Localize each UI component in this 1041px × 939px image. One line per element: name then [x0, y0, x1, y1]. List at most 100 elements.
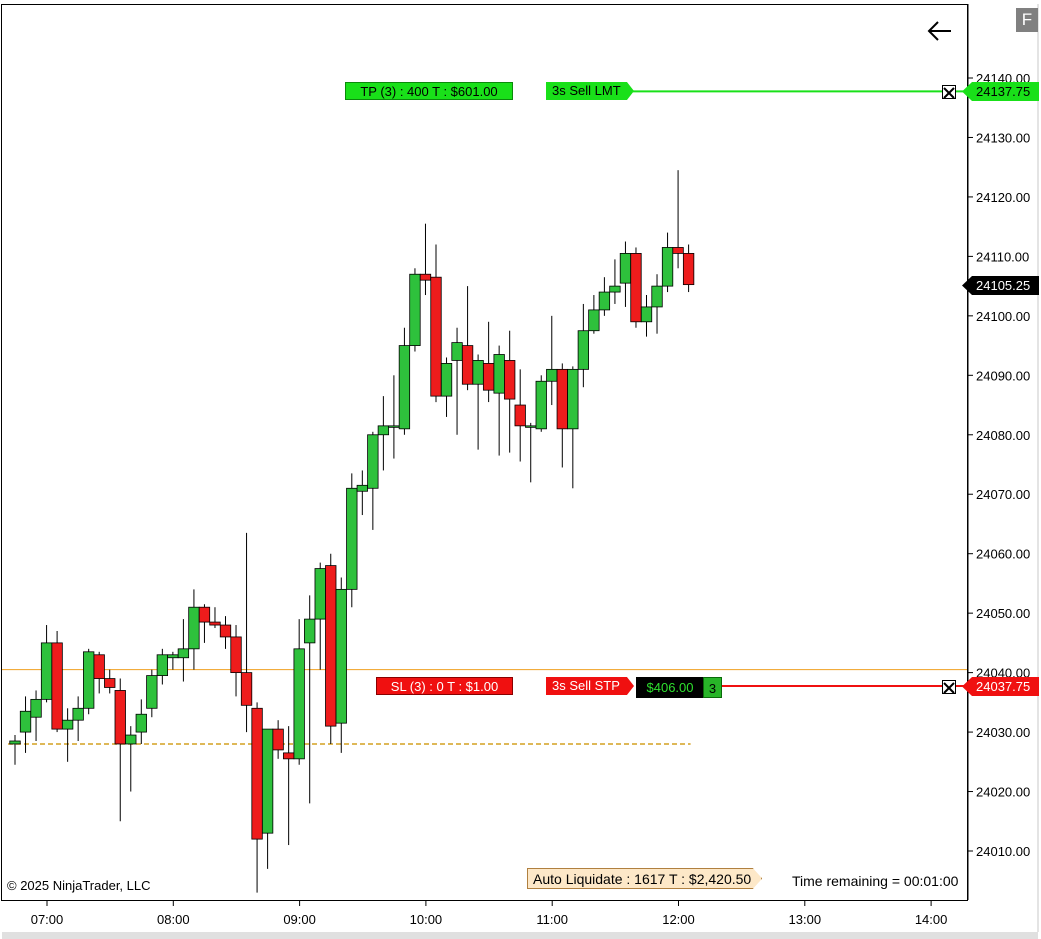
candle-body	[156, 654, 169, 676]
candle	[325, 553, 337, 744]
candle-body	[198, 606, 211, 623]
candle-body	[356, 484, 368, 492]
candle-body	[325, 565, 337, 727]
cancel-sl-order-close-icon[interactable]	[942, 680, 956, 694]
candle-body	[440, 363, 453, 397]
f-button[interactable]: F	[1016, 8, 1038, 32]
price-tick-label: 24090.00	[976, 368, 1030, 383]
candle-body	[51, 642, 63, 730]
candle	[577, 303, 589, 388]
candle	[651, 274, 663, 334]
candle	[514, 369, 526, 462]
candle	[409, 268, 421, 352]
candle	[504, 330, 516, 453]
candle	[609, 259, 621, 304]
candle-body	[219, 624, 232, 638]
candle-body	[282, 752, 295, 760]
time-axis: 07:00 08:00 09:00 10:00 11:00 12:00 13:00 14:00	[31, 900, 948, 927]
candle	[346, 473, 358, 608]
candles	[9, 170, 695, 893]
candle-body	[314, 568, 326, 620]
candle	[682, 244, 695, 293]
candle	[188, 589, 200, 670]
candle	[135, 699, 147, 744]
candle-body	[535, 380, 547, 430]
candle-body	[630, 253, 642, 323]
candle	[114, 678, 126, 822]
price-tick-label: 24060.00	[976, 547, 1030, 562]
candle	[72, 696, 84, 741]
candle-body	[104, 678, 116, 688]
candle	[630, 247, 642, 328]
candle	[209, 607, 221, 629]
candle	[377, 396, 390, 471]
time-tick-label: 12:00	[662, 912, 695, 927]
candle-body	[482, 363, 495, 391]
candle	[430, 244, 442, 403]
candle	[261, 728, 274, 869]
sl-order-tag[interactable]: 3s Sell STP	[546, 677, 634, 695]
candle-body	[125, 734, 137, 745]
candle-body	[335, 588, 347, 724]
take-profit-label[interactable]: TP (3) : 400 T : $601.00	[345, 82, 513, 100]
candle-body	[546, 368, 558, 382]
price-axis: 24140.0024130.0024120.0024110.0024100.00…	[968, 71, 1030, 859]
candle-body	[451, 342, 463, 361]
candle-body	[304, 618, 316, 644]
candle-body	[609, 285, 621, 293]
candle-body	[61, 719, 74, 730]
position-pnl[interactable]: $406.00	[636, 677, 704, 698]
candle	[61, 708, 74, 762]
candle-body	[367, 434, 379, 489]
cancel-tp-order-close-icon[interactable]	[942, 85, 956, 99]
candle	[567, 366, 579, 489]
tp-order-tag[interactable]: 3s Sell LMT	[546, 82, 634, 100]
arrow-left-icon[interactable]	[924, 14, 956, 46]
candle	[440, 357, 453, 417]
time-tick-label: 11:00	[536, 912, 568, 927]
candle-body	[83, 651, 95, 709]
time-tick-label: 13:00	[789, 912, 822, 927]
candle	[640, 295, 653, 337]
candle	[598, 277, 611, 316]
price-tick-label: 24110.00	[976, 249, 1029, 264]
candle	[104, 669, 116, 694]
time-tick-label: 14:00	[915, 912, 948, 927]
stop-loss-label[interactable]: SL (3) : 0 T : $1.00	[376, 677, 513, 695]
price-tick-label: 24010.00	[976, 844, 1030, 859]
candle-body	[240, 672, 253, 706]
candle-body	[514, 404, 526, 427]
horizontal-scrollbar[interactable]	[2, 932, 1038, 939]
time-tick-label: 10:00	[410, 912, 443, 927]
time-tick-label: 09:00	[283, 912, 316, 927]
price-tick-label: 24120.00	[976, 190, 1030, 205]
candle-body	[398, 345, 411, 430]
candle	[125, 726, 137, 792]
candle-body	[209, 621, 221, 626]
candle	[293, 619, 305, 765]
position-quantity[interactable]: 3	[703, 677, 722, 698]
candle	[198, 604, 211, 643]
candle-body	[430, 276, 442, 397]
auto-liquidate-label: Auto Liquidate : 1617 T : $2,420.50	[527, 868, 763, 889]
candle	[177, 619, 190, 682]
candle	[30, 690, 42, 741]
candle	[83, 648, 95, 715]
copyright-notice: © 2025 NinjaTrader, LLC	[7, 878, 151, 893]
candle	[51, 630, 63, 733]
candle-body	[346, 487, 358, 590]
price-tick-label: 24030.00	[976, 725, 1030, 740]
candle	[93, 651, 105, 694]
candle	[240, 532, 253, 733]
price-tick-label: 24130.00	[976, 130, 1030, 145]
candle-body	[388, 425, 400, 428]
candle	[398, 327, 411, 435]
time-remaining: Time remaining = 00:01:00	[792, 873, 959, 889]
candle-body	[30, 698, 42, 718]
candle-body	[114, 690, 126, 745]
candle	[219, 616, 232, 649]
candle-body	[619, 253, 632, 284]
candle	[661, 232, 674, 293]
current-price-flag: 24105.25	[962, 276, 1039, 295]
